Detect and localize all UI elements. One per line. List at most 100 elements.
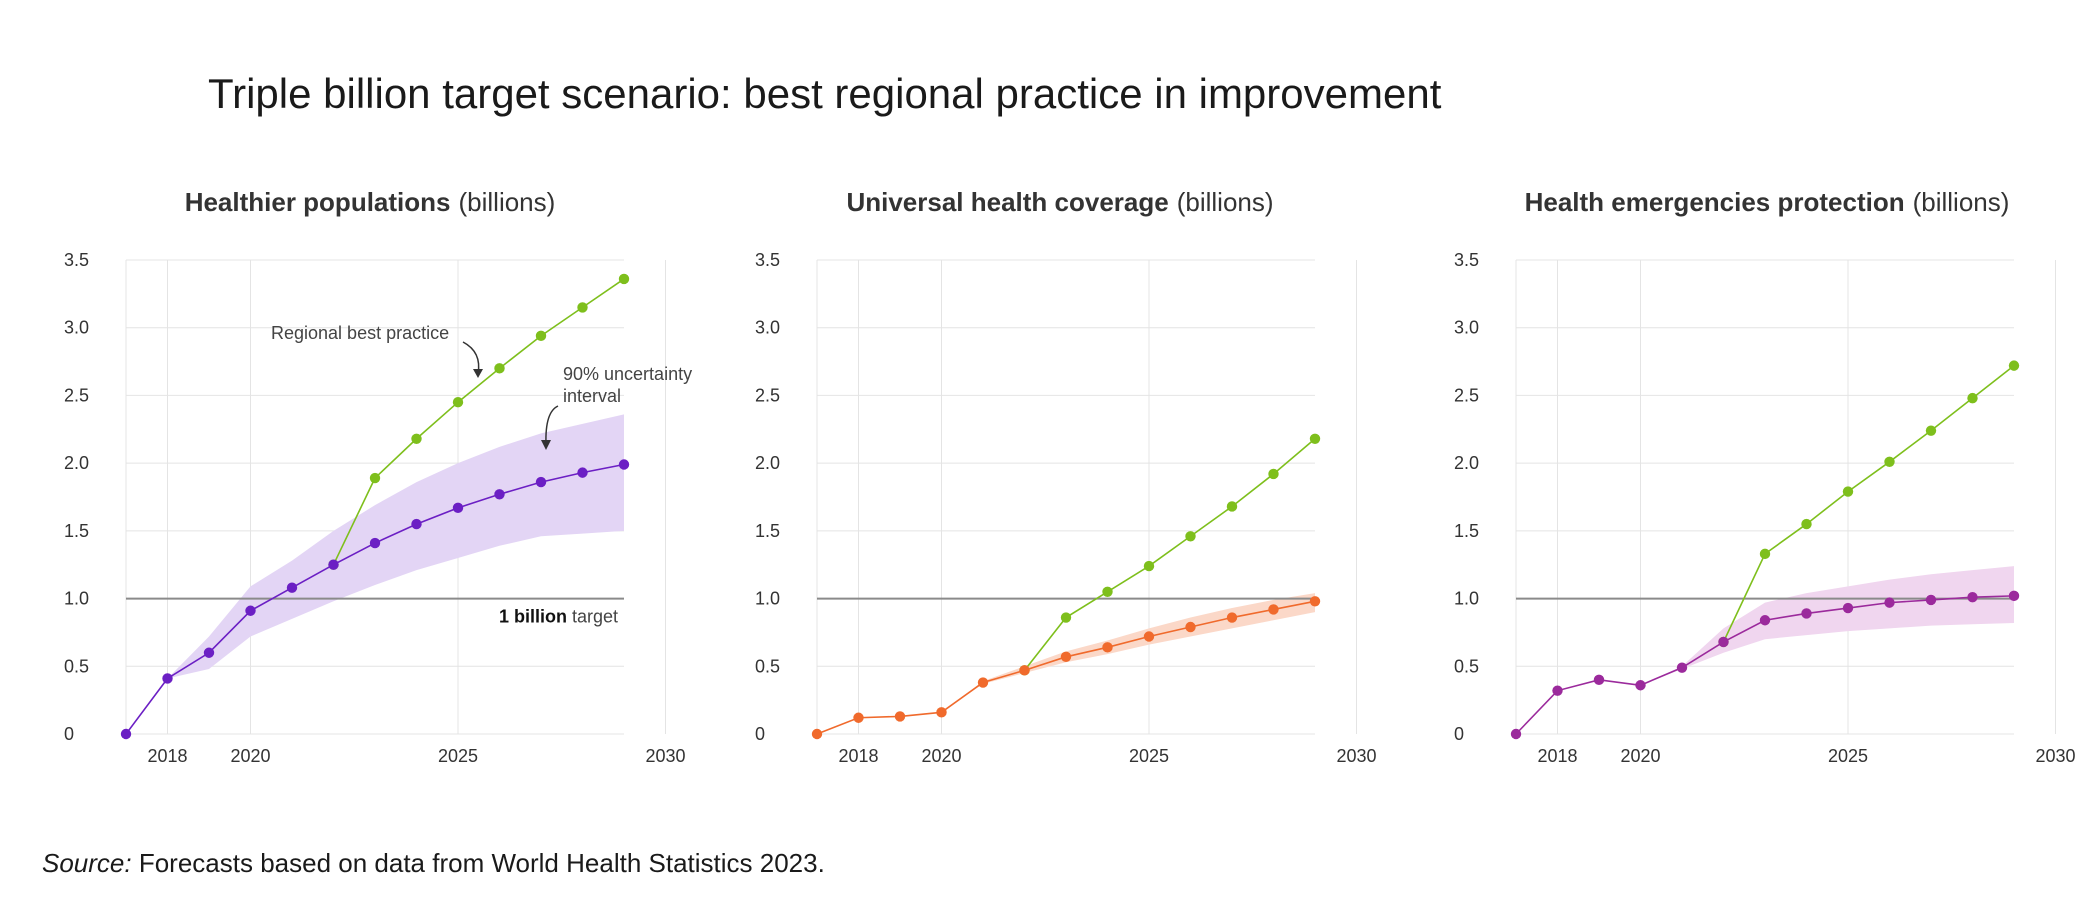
data-point [1967, 392, 1978, 404]
y-tick-label: 2.0 [755, 453, 780, 473]
data-point [411, 433, 422, 444]
data-point [1801, 518, 1812, 530]
data-point [1925, 425, 1937, 436]
x-tick-label: 2020 [921, 746, 961, 766]
chart-panel-1: Healthier populations (billions) 0 0.5 1.0 1.… [64, 187, 692, 766]
y-tick-label: 1.5 [64, 521, 89, 541]
y-tick-label: 2.5 [755, 385, 780, 405]
y-tick-label: 0.5 [64, 656, 89, 676]
chart-panel-3: Health emergencies protection (billions) 0… [1454, 187, 2076, 766]
data-point [369, 537, 381, 549]
y-tick-label: 3.0 [64, 318, 89, 338]
y-tick-label: 1.5 [1454, 521, 1479, 541]
y-tick-label: 1.5 [755, 521, 780, 541]
chart-title-unit: (billions) [1177, 187, 1274, 217]
x-tick-label: 2018 [838, 746, 878, 766]
chart-title-unit: (billions) [1913, 187, 2010, 217]
chart-title-bold: Health emergencies protection [1525, 187, 1905, 217]
data-point [411, 518, 422, 530]
y-tick-label: 0.5 [755, 656, 780, 676]
arrowhead-icon [541, 440, 551, 450]
data-point [1884, 597, 1895, 608]
data-point [1676, 662, 1688, 673]
chart-title: Health emergencies protection (billions) [1525, 187, 2010, 217]
x-tick-label: 2030 [645, 746, 685, 766]
x-tick-label: 2020 [1620, 746, 1660, 766]
data-point [1226, 501, 1238, 512]
x-tick-label: 2025 [1129, 746, 1169, 766]
series-line [332, 278, 625, 566]
data-point [245, 605, 256, 616]
chart-title-bold: Universal health coverage [846, 187, 1168, 217]
data-point [328, 559, 339, 570]
data-point [618, 459, 630, 470]
data-point [977, 677, 989, 688]
y-tick-label: 1.0 [64, 589, 89, 609]
data-point [811, 728, 823, 740]
source-text: Forecasts based on data from World Healt… [138, 848, 825, 878]
data-point [1510, 728, 1522, 740]
data-point [1309, 433, 1321, 444]
y-tick-label: 2.5 [64, 385, 89, 405]
data-point [452, 397, 464, 408]
x-tick-label: 2025 [438, 746, 478, 766]
source-note: Source: Forecasts based on data from Wor… [42, 848, 825, 879]
x-tick-label: 2025 [1828, 746, 1868, 766]
data-point [1143, 560, 1155, 572]
source-label: Source: [42, 848, 132, 878]
target-label: 1 billion target [499, 607, 618, 627]
uncertainty-band [126, 414, 624, 734]
chart-title: Healthier populations (billions) [185, 187, 556, 217]
y-tick-label: 1.0 [1454, 589, 1479, 609]
annotation-arrow [545, 405, 559, 445]
data-point [1185, 621, 1196, 633]
data-point [577, 302, 588, 313]
data-point [1967, 592, 1978, 603]
chart-panel-2: Universal health coverage (billions) 0 0.5 1… [755, 187, 1377, 766]
annotation-uncertainty: 90% uncertainty [563, 364, 692, 384]
annotation-regional-best-practice: Regional best practice [271, 323, 449, 343]
data-point [618, 273, 630, 285]
data-point [494, 363, 505, 374]
chart-title-unit: (billions) [459, 187, 556, 217]
x-tick-label: 2020 [230, 746, 270, 766]
data-point [1268, 604, 1279, 615]
y-tick-label: 3.0 [755, 318, 780, 338]
data-point [1925, 594, 1937, 606]
data-point [1060, 651, 1072, 663]
series-line [1023, 438, 1316, 671]
data-point [1102, 586, 1113, 597]
data-point [535, 476, 547, 488]
data-point [1185, 531, 1196, 542]
x-tick-label: 2030 [1336, 746, 1376, 766]
uncertainty-band [1516, 566, 2014, 734]
data-point [1019, 665, 1030, 676]
chart-title: Universal health coverage (billions) [846, 187, 1273, 217]
data-point [853, 712, 864, 723]
y-tick-label: 0.5 [1454, 656, 1479, 676]
data-point [1884, 456, 1895, 467]
y-tick-label: 1.0 [755, 589, 780, 609]
x-tick-label: 2018 [1537, 746, 1577, 766]
y-tick-label: 0 [1454, 724, 1464, 744]
y-tick-label: 0 [64, 724, 74, 744]
y-tick-label: 3.5 [1454, 250, 1479, 270]
data-point [577, 467, 588, 478]
x-tick-label: 2030 [2035, 746, 2075, 766]
data-point [1143, 631, 1155, 642]
y-tick-label: 3.0 [1454, 318, 1479, 338]
data-point [1801, 608, 1812, 619]
data-point [2008, 360, 2020, 371]
data-point [1309, 596, 1321, 607]
y-tick-label: 0 [755, 724, 765, 744]
data-point [1759, 615, 1771, 626]
data-point [894, 711, 906, 722]
y-tick-label: 2.0 [64, 453, 89, 473]
data-point [494, 489, 505, 500]
data-point [286, 582, 298, 593]
data-point [535, 330, 547, 342]
y-tick-label: 2.0 [1454, 453, 1479, 473]
data-point [1718, 636, 1729, 648]
data-point [936, 707, 947, 718]
